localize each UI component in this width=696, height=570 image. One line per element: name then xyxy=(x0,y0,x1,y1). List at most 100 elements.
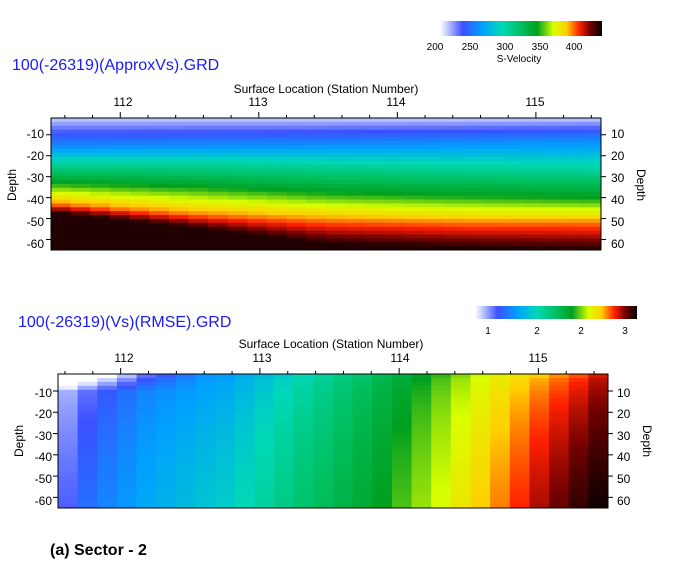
heatmap-cell xyxy=(509,504,531,508)
heatmap-cell xyxy=(156,452,177,458)
heatmap-cell xyxy=(149,230,170,236)
heatmap-cell xyxy=(129,121,150,127)
heatmap-cell xyxy=(274,393,295,399)
heatmap-cell xyxy=(195,500,216,505)
heatmap-cell xyxy=(384,152,406,158)
heatmap-cell xyxy=(352,417,373,422)
heatmap-cell xyxy=(51,137,72,142)
heatmap-cell xyxy=(293,413,314,418)
heatmap-cell xyxy=(149,149,170,154)
heatmap-cell xyxy=(195,488,216,493)
heatmap-cell xyxy=(443,230,465,236)
heatmap-cell xyxy=(234,500,256,505)
heatmap-cell xyxy=(365,141,386,146)
heatmap-cell xyxy=(51,180,72,185)
heatmap-cell xyxy=(483,242,504,247)
heatmap-cell xyxy=(293,377,314,383)
heatmap-cell xyxy=(97,409,118,415)
heatmap-cell xyxy=(90,203,111,208)
heatmap-cell xyxy=(149,187,170,193)
heatmap-cell xyxy=(470,456,491,462)
heatmap-cell xyxy=(58,441,79,446)
heatmap-cell xyxy=(149,218,170,224)
heatmap-cell xyxy=(431,452,452,458)
heatmap-cell xyxy=(384,133,406,139)
heatmap-cell xyxy=(97,429,118,434)
heatmap-cell xyxy=(424,121,445,127)
panel-2-y-tick-label-right: 20 xyxy=(617,407,631,421)
heatmap-cell xyxy=(509,425,531,430)
heatmap-cell xyxy=(424,180,445,185)
heatmap-cell xyxy=(109,152,131,158)
heatmap-cell xyxy=(109,118,131,123)
heatmap-cell xyxy=(247,218,268,224)
heatmap-cell xyxy=(109,156,131,162)
heatmap-cell xyxy=(542,230,563,236)
heatmap-cell xyxy=(156,429,177,434)
heatmap-cell xyxy=(509,444,531,450)
heatmap-cell xyxy=(450,389,472,395)
heatmap-cell xyxy=(470,480,491,485)
heatmap-cell xyxy=(542,238,563,243)
heatmap-cell xyxy=(175,405,197,411)
heatmap-cell xyxy=(333,425,354,430)
heatmap-cell xyxy=(443,176,465,181)
heatmap-cell xyxy=(208,211,229,216)
heatmap-cell xyxy=(77,401,98,407)
heatmap-cell xyxy=(391,456,413,462)
heatmap-cell xyxy=(588,476,608,482)
heatmap-cell xyxy=(372,381,393,387)
panel-1-y-tick-label-right: 40 xyxy=(611,193,625,207)
heatmap-cell xyxy=(227,172,249,177)
heatmap-cell xyxy=(529,409,550,415)
heatmap-cell xyxy=(581,180,601,185)
heatmap-cell xyxy=(483,230,504,236)
heatmap-cell xyxy=(326,238,347,243)
heatmap-cell xyxy=(227,164,249,170)
heatmap-cell xyxy=(156,381,177,387)
heatmap-cell xyxy=(136,488,157,493)
heatmap-cell xyxy=(109,226,131,232)
heatmap-cell xyxy=(116,397,138,403)
heatmap-cell xyxy=(463,242,484,247)
heatmap-cell xyxy=(326,129,347,135)
heatmap-cell xyxy=(286,152,307,158)
heatmap-cell xyxy=(326,226,347,232)
heatmap-cell xyxy=(588,385,608,391)
heatmap-cell xyxy=(109,160,131,166)
heatmap-cell xyxy=(195,417,216,422)
heatmap-cell xyxy=(542,242,563,247)
heatmap-cell xyxy=(529,389,550,395)
heatmap-cell xyxy=(470,468,491,474)
heatmap-cell xyxy=(509,397,531,403)
heatmap-cell xyxy=(129,191,150,197)
heatmap-cell xyxy=(156,448,177,454)
heatmap-cell xyxy=(58,468,79,474)
heatmap-cell xyxy=(97,472,118,478)
heatmap-cell xyxy=(136,484,157,489)
heatmap-cell xyxy=(549,448,570,454)
heatmap-cell xyxy=(384,218,406,224)
heatmap-cell xyxy=(542,152,563,158)
heatmap-cell xyxy=(463,207,484,212)
heatmap-cell xyxy=(561,118,582,123)
heatmap-cell xyxy=(156,500,177,505)
heatmap-cell xyxy=(70,184,91,189)
heatmap-cell xyxy=(70,149,91,154)
heatmap-cell xyxy=(443,164,465,170)
heatmap-cell xyxy=(188,238,209,243)
heatmap-cell xyxy=(561,187,582,193)
heatmap-cell xyxy=(463,211,484,216)
heatmap-cell xyxy=(588,492,608,497)
heatmap-cell xyxy=(470,377,491,383)
heatmap-cell xyxy=(391,421,413,426)
heatmap-cell xyxy=(208,222,229,228)
heatmap-cell xyxy=(254,421,275,426)
heatmap-cell xyxy=(411,448,432,454)
heatmap-cell xyxy=(77,468,98,474)
heatmap-cell xyxy=(254,480,275,485)
heatmap-cell xyxy=(333,484,354,489)
heatmap-cell xyxy=(293,504,314,508)
heatmap-cell xyxy=(450,374,472,379)
heatmap-cell xyxy=(149,195,170,201)
